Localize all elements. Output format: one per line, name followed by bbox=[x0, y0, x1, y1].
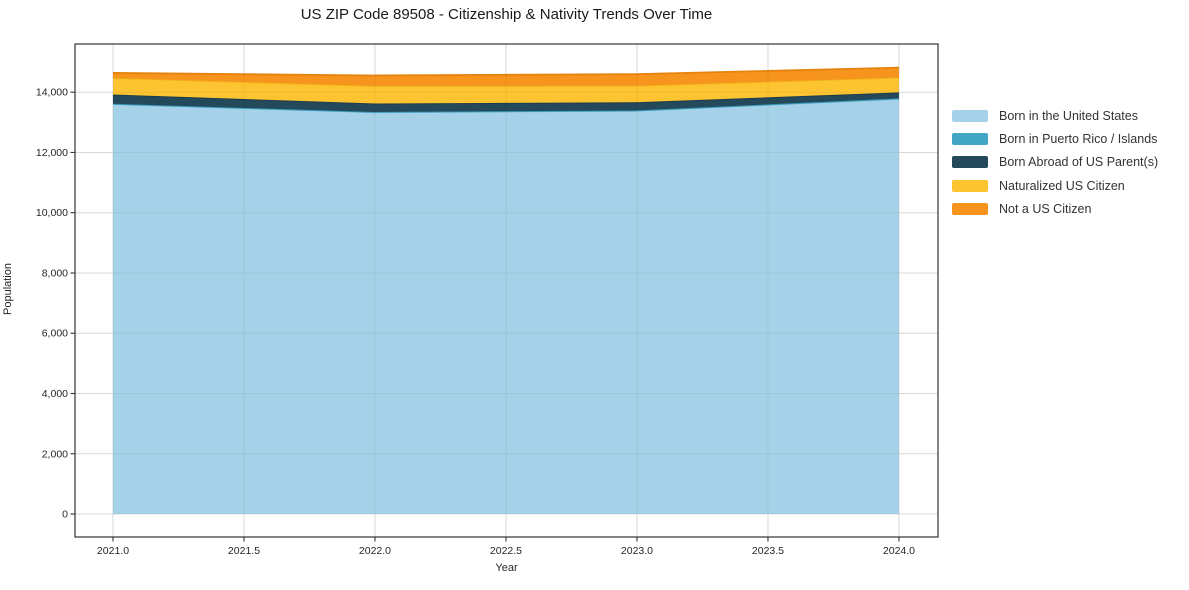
x-tick-label: 2022.5 bbox=[490, 545, 522, 557]
chart-title: US ZIP Code 89508 - Citizenship & Nativi… bbox=[300, 6, 713, 23]
x-tick-label: 2024.0 bbox=[883, 545, 915, 557]
y-tick-label: 6,000 bbox=[42, 328, 68, 340]
x-tick-label: 2023.5 bbox=[752, 545, 784, 557]
x-axis-label: Year bbox=[495, 562, 518, 574]
area-series-4 bbox=[112, 67, 899, 87]
area-series-2-edge bbox=[112, 91, 899, 105]
legend-item: Born in the United States bbox=[952, 104, 1158, 127]
legend-swatch bbox=[952, 156, 988, 169]
legend-swatch bbox=[952, 179, 988, 192]
legend-label: Not a US Citizen bbox=[999, 202, 1092, 217]
legend-swatch bbox=[952, 203, 988, 216]
y-tick-label: 10,000 bbox=[36, 207, 68, 219]
y-tick-label: 14,000 bbox=[36, 87, 68, 99]
y-axis-label: Population bbox=[2, 263, 14, 315]
y-tick-label: 2,000 bbox=[42, 448, 68, 460]
legend-label: Born in Puerto Rico / Islands bbox=[999, 132, 1158, 147]
y-tick-label: 12,000 bbox=[36, 147, 68, 159]
x-tick-label: 2021.0 bbox=[97, 545, 129, 557]
area-series-4-edge bbox=[112, 66, 899, 77]
legend-item: Born Abroad of US Parent(s) bbox=[952, 151, 1158, 174]
legend-item: Born in Puerto Rico / Islands bbox=[952, 127, 1158, 150]
legend-item: Not a US Citizen bbox=[952, 198, 1158, 221]
area-series-2 bbox=[112, 92, 899, 112]
legend-item: Naturalized US Citizen bbox=[952, 174, 1158, 197]
x-tick-label: 2023.0 bbox=[621, 545, 653, 557]
legend-label: Born in the United States bbox=[999, 108, 1138, 123]
x-tick-label: 2021.5 bbox=[228, 545, 260, 557]
area-series-0 bbox=[112, 99, 899, 515]
legend-swatch bbox=[952, 109, 988, 122]
legend-label: Naturalized US Citizen bbox=[999, 178, 1125, 193]
x-tick-label: 2022.0 bbox=[359, 545, 391, 557]
y-tick-label: 8,000 bbox=[42, 267, 68, 279]
legend: Born in the United States Born in Puerto … bbox=[952, 104, 1158, 221]
legend-label: Born Abroad of US Parent(s) bbox=[999, 155, 1159, 170]
y-tick-label: 4,000 bbox=[42, 388, 68, 400]
y-tick-label: 0 bbox=[62, 509, 68, 521]
legend-swatch bbox=[952, 133, 988, 146]
